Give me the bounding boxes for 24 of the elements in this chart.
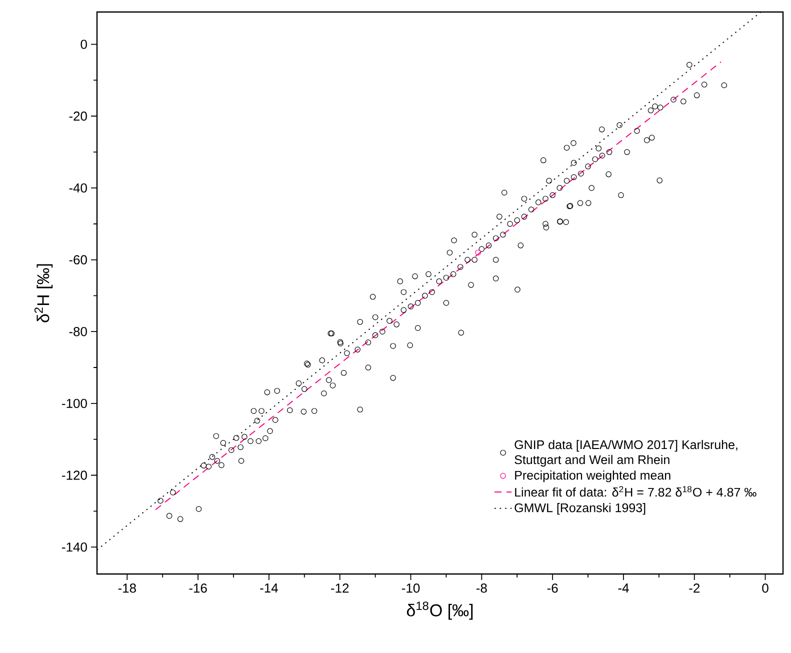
y-axis-title: δ$^{2}$H [‰] bbox=[34, 264, 53, 322]
legend-label: Linear fit of data: δ$^{2}$H = 7.82 δ$^{18}$O + 4.87 ‰ bbox=[515, 486, 756, 497]
x-tick-label: -8 bbox=[476, 584, 487, 593]
x-tick-label: -12 bbox=[331, 584, 349, 593]
x-tick-label: -6 bbox=[547, 584, 558, 593]
x-tick-label: -16 bbox=[189, 584, 207, 593]
x-tick-label: -10 bbox=[402, 584, 420, 593]
y-tick-label: -120 bbox=[62, 470, 87, 480]
x-tick-label: -2 bbox=[689, 584, 700, 593]
x-tick-label: 0 bbox=[762, 584, 768, 593]
y-tick-label: -40 bbox=[69, 183, 87, 193]
y-tick-label: -100 bbox=[62, 398, 87, 408]
x-tick-label: -14 bbox=[260, 584, 278, 592]
y-tick-label: -60 bbox=[69, 255, 87, 264]
y-tick-label: -140 bbox=[62, 542, 87, 552]
legend-label: GMWL [Rozanski 1993] bbox=[514, 503, 646, 515]
x-tick-label: -4 bbox=[618, 584, 629, 592]
x-axis-title: δ$^{18}$O [‰] bbox=[406, 602, 473, 620]
x-tick-label: -18 bbox=[118, 584, 136, 593]
y-tick-label: -20 bbox=[69, 112, 87, 121]
legend-label: GNIP data [IAEA/WMO 2017] Karlsruhe, Stuttgart and Weil am Rhein bbox=[514, 440, 738, 467]
y-tick-label: -80 bbox=[69, 326, 87, 336]
legend-label: Precipitation weighted mean bbox=[515, 470, 670, 482]
y-tick-label: 0 bbox=[80, 40, 87, 49]
